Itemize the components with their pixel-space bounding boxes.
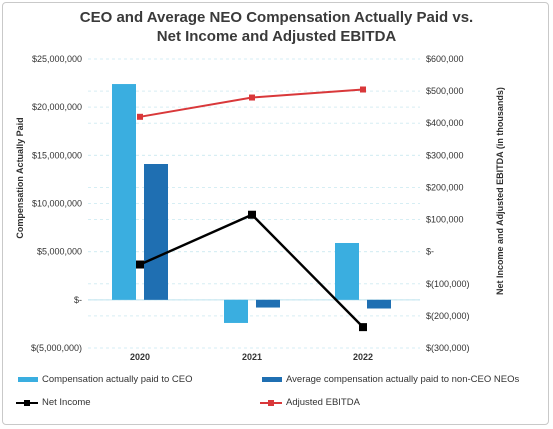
bar-ceo-2022 — [335, 242, 359, 300]
chart-title: CEO and Average NEO Compensation Actuall… — [0, 8, 553, 46]
legend-item-adjusted-ebitda: Adjusted EBITDA — [260, 397, 360, 408]
legend-swatch-adjusted-ebitda — [260, 399, 282, 407]
y2-tick-label-0: $600,000 — [426, 54, 464, 64]
y-tick-label-4: $5,000,000 — [37, 247, 82, 257]
bar-neo-2021 — [256, 299, 280, 308]
legend-item-neo: Average compensation actually paid to no… — [262, 374, 519, 385]
legend-label-net-income: Net Income — [42, 397, 91, 408]
y2-tick-label-4: $200,000 — [426, 182, 464, 192]
chart-title-line-2: Net Income and Adjusted EBITDA — [156, 28, 397, 45]
legend-swatch-net-income — [16, 399, 38, 407]
y2-tick-label-3: $300,000 — [426, 150, 464, 160]
line-net-income — [139, 213, 364, 328]
bar-ceo-2021 — [224, 299, 248, 323]
y-tick-label-5: $- — [74, 295, 82, 305]
legend-label-ceo: Compensation actually paid to CEO — [42, 374, 193, 385]
point-adjusted-ebitda-2020 — [137, 113, 143, 120]
y2-tick-label-1: $500,000 — [426, 86, 464, 96]
line-adjusted-ebitda — [139, 88, 364, 118]
y-tick-label-3: $10,000,000 — [32, 199, 82, 209]
legend-item-net-income: Net Income — [16, 397, 91, 408]
point-net-income-2021 — [248, 210, 256, 219]
legend-item-ceo: Compensation actually paid to CEO — [18, 374, 193, 385]
x-tick-label-2021: 2021 — [242, 352, 262, 362]
bar-ceo-2020 — [112, 84, 136, 300]
x-tick-label-2020: 2020 — [130, 352, 150, 362]
point-adjusted-ebitda-2022 — [360, 86, 366, 93]
chart-title-line-1: CEO and Average NEO Compensation Actuall… — [79, 9, 474, 26]
y-tick-label-6: $(5,000,000) — [31, 343, 82, 353]
y2-tick-label-5: $100,000 — [426, 215, 464, 225]
y2-tick-label-8: $(200,000) — [426, 311, 470, 321]
point-net-income-2022 — [359, 323, 367, 332]
x-tick-label-2022: 2022 — [353, 352, 373, 362]
legend-swatch-neo — [262, 377, 282, 382]
legend-label-adjusted-ebitda: Adjusted EBITDA — [286, 397, 360, 408]
chart-frame — [2, 2, 549, 425]
y2-tick-label-9: $(300,000) — [426, 343, 470, 353]
bar-neo-2020 — [144, 164, 168, 300]
point-adjusted-ebitda-2021 — [249, 94, 255, 101]
y2-tick-label-2: $400,000 — [426, 118, 464, 128]
bar-neo-2022 — [367, 299, 391, 309]
y-tick-label-0: $25,000,000 — [32, 54, 82, 64]
point-net-income-2020 — [136, 260, 144, 269]
y-tick-label-1: $20,000,000 — [32, 102, 82, 112]
y-tick-label-2: $15,000,000 — [32, 150, 82, 160]
legend-label-neo: Average compensation actually paid to no… — [286, 374, 520, 385]
y2-tick-label-6: $- — [426, 247, 434, 257]
y2-tick-label-7: $(100,000) — [426, 279, 470, 289]
legend-swatch-ceo — [18, 377, 38, 382]
